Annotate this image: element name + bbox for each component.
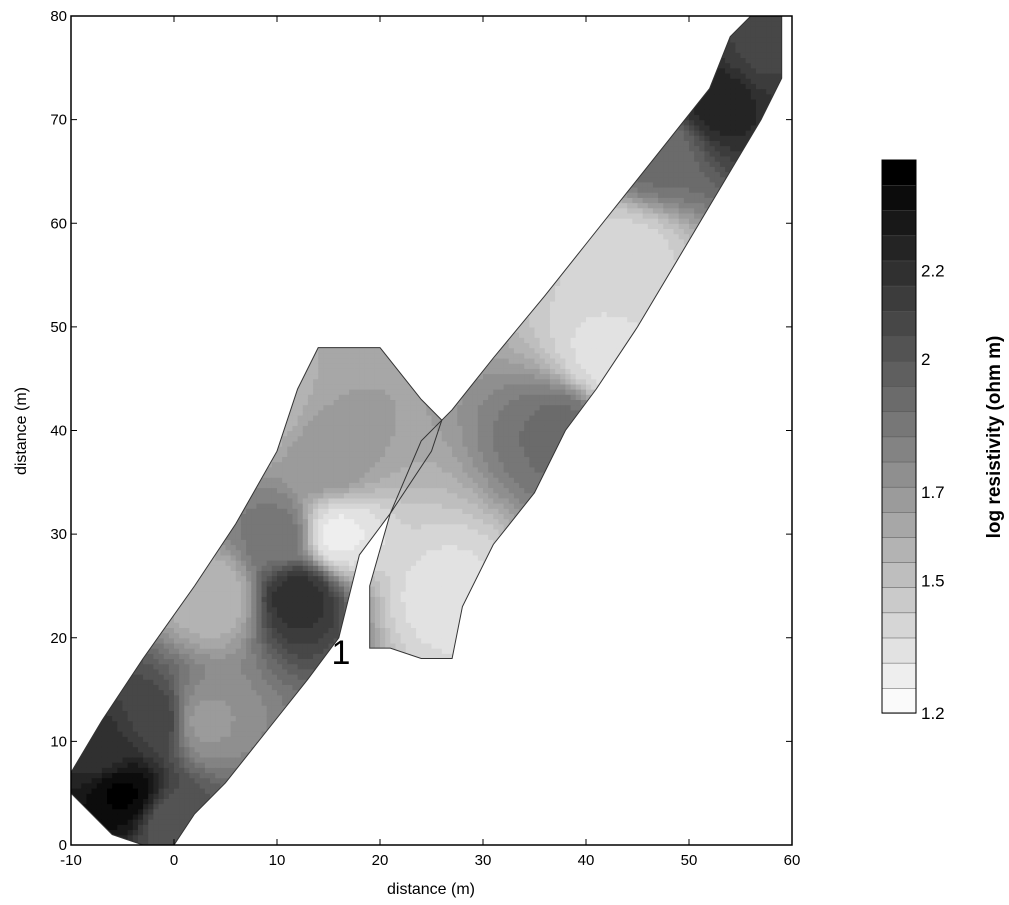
- colorbar-swatch: [881, 310, 917, 337]
- resistivity-contour-field: [70, 15, 783, 846]
- x-tick-label: -10: [60, 852, 82, 869]
- colorbar-swatch: [881, 687, 917, 714]
- colorbar: 1.2 1.5 1.7 2 2.2: [881, 159, 945, 723]
- x-tick-label: 10: [269, 852, 286, 869]
- y-tick-label: 0: [59, 837, 67, 854]
- y-tick-label: 60: [50, 215, 67, 232]
- colorbar-swatch: [881, 184, 917, 211]
- colorbar-swatch: [881, 260, 917, 287]
- colorbar-swatch: [881, 210, 917, 237]
- x-tick-label: 50: [681, 852, 698, 869]
- colorbar-swatch: [881, 235, 917, 262]
- colorbar-swatch: [881, 436, 917, 463]
- colorbar-swatch: [881, 461, 917, 488]
- y-tick-label: 20: [50, 630, 67, 647]
- colorbar-swatch: [881, 587, 917, 614]
- colorbar-swatch: [881, 637, 917, 664]
- colorbar-swatch: [881, 335, 917, 362]
- colorbar-swatch: [881, 159, 917, 186]
- colorbar-swatch: [881, 385, 917, 413]
- colorbar-swatch: [881, 411, 917, 438]
- y-tick-label: 70: [50, 112, 67, 129]
- colorbar-swatch: [881, 511, 917, 538]
- x-tick-label: 20: [372, 852, 389, 869]
- y-tick-label: 30: [50, 526, 67, 543]
- eastern-survey-outline: [369, 15, 783, 659]
- colorbar-swatch: [881, 561, 917, 588]
- colorbar-tick-label: 1.7: [921, 483, 945, 502]
- profile-annotation: 1: [332, 634, 351, 672]
- y-tick-label: 10: [50, 733, 67, 750]
- colorbar-tick-label: 2: [921, 350, 930, 369]
- y-tick-label: 50: [50, 319, 67, 336]
- colorbar-tick-label: 2.2: [921, 262, 945, 281]
- colorbar-swatch: [881, 662, 917, 689]
- x-tick-label: 0: [170, 852, 178, 869]
- x-axis-title: distance (m): [387, 881, 475, 898]
- colorbar-swatch: [881, 486, 917, 513]
- colorbar-tick-label: 1.5: [921, 571, 945, 590]
- colorbar-swatch: [881, 285, 917, 312]
- colorbar-swatch: [881, 536, 917, 563]
- colorbar-swatch: [881, 360, 917, 387]
- y-axis-title: distance (m): [13, 387, 30, 475]
- colorbar-frame: [881, 159, 917, 714]
- y-tick-label: 40: [50, 423, 67, 440]
- colorbar-swatch: [881, 612, 917, 639]
- colorbar-tick-label: 1.2: [921, 704, 945, 723]
- x-tick-label: 30: [475, 852, 492, 869]
- y-tick-label: 80: [50, 8, 67, 25]
- x-tick-label: 40: [578, 852, 595, 869]
- colorbar-title: log resistivity (ohm m): [984, 336, 1005, 539]
- x-tick-label: 60: [784, 852, 801, 869]
